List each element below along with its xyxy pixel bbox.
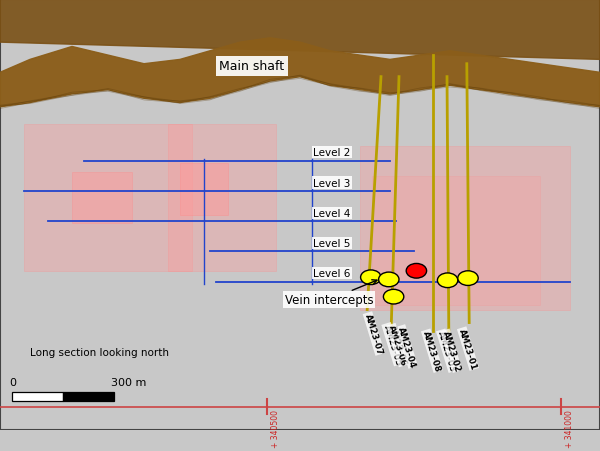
Text: AM23-08: AM23-08	[421, 329, 443, 373]
Text: Level 6: Level 6	[313, 268, 350, 279]
Bar	[180, 164, 228, 215]
Bar	[63, 392, 114, 401]
Text: AM23-07: AM23-07	[363, 312, 385, 355]
Circle shape	[458, 271, 478, 286]
Circle shape	[361, 270, 381, 285]
Text: AM23-05: AM23-05	[382, 323, 403, 366]
Text: AM23-03: AM23-03	[436, 329, 458, 373]
Bar	[168, 125, 276, 271]
Polygon shape	[0, 39, 600, 108]
Text: Level 5: Level 5	[313, 239, 350, 249]
Circle shape	[437, 273, 458, 288]
Text: AM23-04: AM23-04	[396, 325, 418, 368]
Text: Level 4: Level 4	[313, 208, 350, 218]
Text: AM23-06: AM23-06	[386, 324, 408, 367]
Bar	[360, 147, 570, 310]
Text: 0: 0	[9, 377, 16, 387]
Bar	[372, 176, 540, 306]
Text: Vein intercepts: Vein intercepts	[285, 280, 377, 307]
Text: + 340500: + 340500	[271, 409, 280, 447]
Text: AM23-02: AM23-02	[440, 329, 462, 373]
Circle shape	[383, 290, 404, 304]
Text: + 341000: + 341000	[565, 409, 574, 447]
Bar	[12, 392, 63, 401]
Bar	[72, 172, 132, 224]
Text: Level 3: Level 3	[313, 178, 350, 188]
Circle shape	[379, 272, 399, 287]
Text: Level 2: Level 2	[313, 148, 350, 158]
Circle shape	[406, 264, 427, 279]
Bar	[24, 125, 192, 271]
Text: AM23-01: AM23-01	[457, 327, 479, 370]
Text: 300 m: 300 m	[111, 377, 146, 387]
Text: Long section looking north: Long section looking north	[30, 347, 169, 357]
Text: Main shaft: Main shaft	[220, 60, 284, 73]
